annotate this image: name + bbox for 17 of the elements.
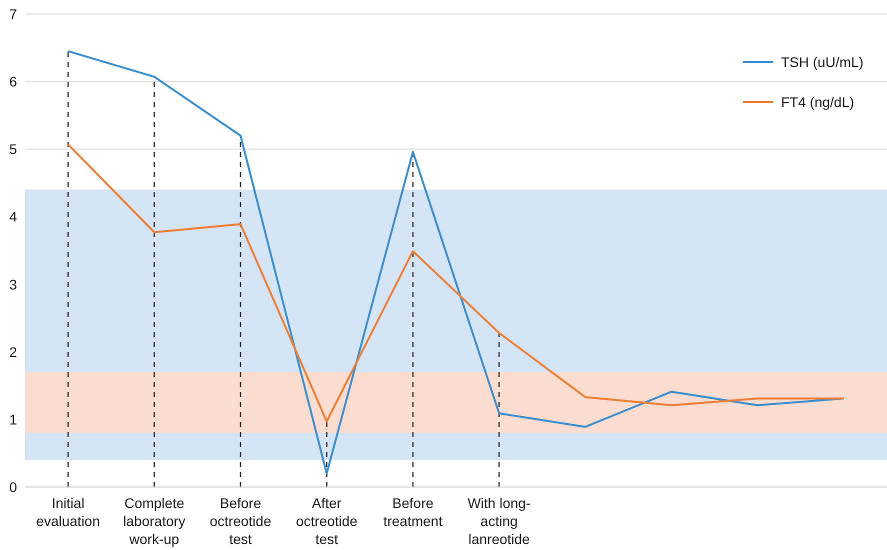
- y-tick-label: 1: [9, 411, 18, 428]
- y-tick-label: 5: [9, 141, 18, 158]
- x-tick-label: After octreotide test: [296, 495, 358, 547]
- y-tick-label: 2: [9, 344, 18, 360]
- legend-label: FT4 (ng/dL): [781, 94, 854, 110]
- y-tick-label: 4: [9, 208, 18, 225]
- line-series: [67, 143, 845, 422]
- x-tick-label: Complete laboratory work-up: [123, 495, 186, 547]
- y-tick-label: 0: [9, 478, 18, 495]
- x-tick-label: Initial evaluation: [36, 495, 100, 529]
- y-tick-label: 6: [9, 74, 18, 90]
- y-tick-label: 7: [9, 6, 18, 22]
- x-tick-label: Before treatment: [383, 495, 443, 529]
- legend-label: TSH (uU/mL): [781, 54, 864, 70]
- y-tick-label: 3: [9, 276, 18, 292]
- x-tick-label: With long-acting lanreotide: [468, 495, 531, 547]
- x-tick-label: Before octreotide test: [210, 495, 272, 547]
